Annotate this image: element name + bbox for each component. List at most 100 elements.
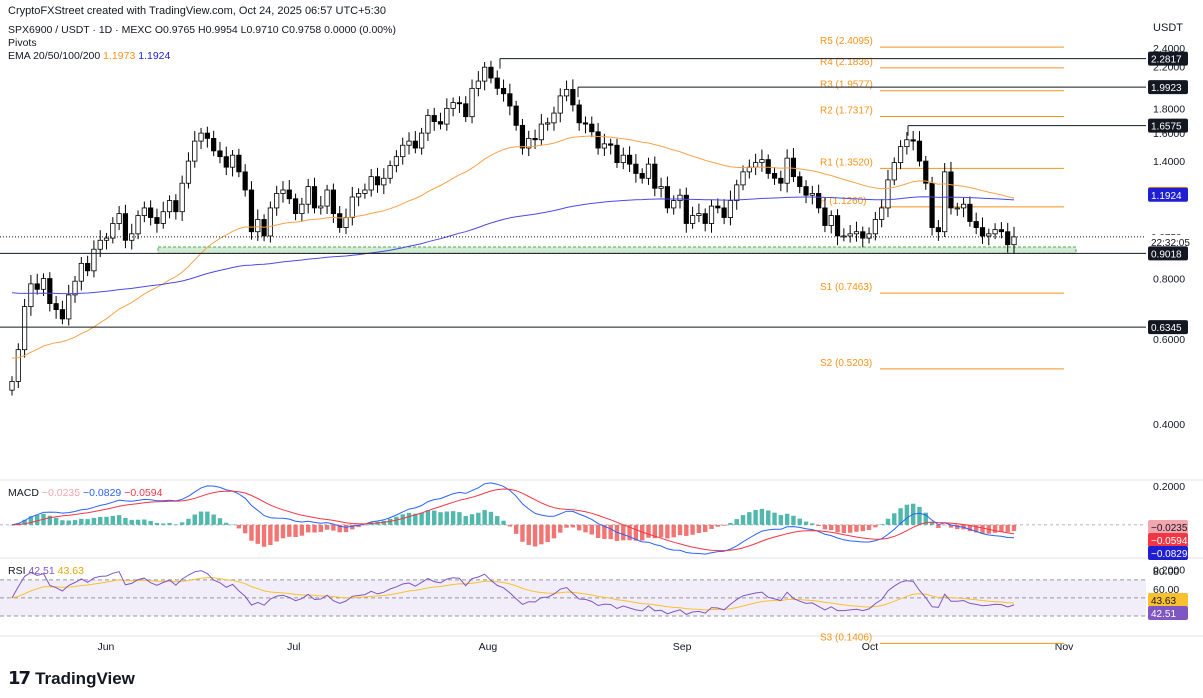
macd-bar	[161, 523, 166, 525]
candle	[563, 89, 570, 97]
macd-bar	[249, 524, 254, 541]
candle	[740, 171, 746, 186]
price-axis-marker: 0.6345	[1151, 323, 1182, 334]
macd-bar	[627, 524, 632, 541]
macd-bar	[482, 510, 487, 525]
macd-bar	[759, 508, 765, 525]
macd-bar	[866, 524, 872, 530]
candle	[179, 182, 185, 213]
candles	[9, 60, 1017, 396]
price-tick-label: 0.2000	[1153, 564, 1185, 576]
candle	[797, 176, 803, 187]
candle	[513, 105, 519, 126]
candle	[116, 213, 122, 224]
macd-bar	[488, 511, 494, 525]
macd-bar	[633, 524, 639, 541]
macd-bar	[564, 524, 569, 528]
candle	[708, 205, 715, 224]
macd-bar	[179, 522, 185, 525]
macd-bar	[236, 524, 242, 529]
candle	[343, 217, 349, 228]
macd-bar	[425, 510, 431, 525]
macd-bar	[312, 524, 317, 533]
macd-bar	[532, 524, 538, 547]
candle	[897, 146, 904, 164]
candle	[66, 294, 72, 320]
candle	[47, 278, 53, 304]
price-tick-label: 1.4000	[1153, 156, 1185, 168]
macd-axis-marker: −0.0235	[1151, 523, 1188, 534]
chart-credit: CryptoFXStreet created with TradingView.…	[8, 5, 386, 17]
candle	[904, 139, 910, 148]
macd-bar	[753, 510, 758, 525]
macd-axis-marker-box	[1148, 520, 1188, 534]
candle	[872, 219, 878, 235]
macd-bar	[457, 512, 462, 525]
macd-bar	[684, 524, 689, 536]
candle	[192, 140, 198, 162]
macd-bar	[936, 524, 941, 528]
candle	[626, 154, 633, 165]
candle	[15, 349, 21, 382]
candle	[570, 89, 576, 106]
candle	[274, 193, 280, 209]
tradingview-name: TradingView	[35, 668, 135, 688]
macd-bar	[570, 524, 576, 528]
candle	[954, 207, 960, 210]
macd-bar	[350, 524, 355, 530]
candle	[122, 213, 129, 241]
macd-bar	[841, 524, 847, 534]
macd-bar	[419, 512, 424, 525]
candle	[595, 131, 601, 149]
candle	[185, 160, 192, 184]
candle	[942, 171, 948, 233]
candle	[374, 176, 381, 186]
candle	[72, 280, 78, 296]
candle	[280, 189, 286, 194]
macd-bar	[135, 519, 141, 525]
macd-bar	[665, 524, 670, 539]
rsi-label: RSI	[8, 565, 26, 577]
macd-bar	[28, 516, 34, 525]
macd-bar	[343, 524, 349, 533]
time-tick-label: Jul	[287, 641, 300, 653]
candle	[198, 132, 204, 142]
candle	[53, 303, 59, 310]
pivot-label: P (1.1260)	[820, 196, 867, 207]
macd-bar	[772, 512, 777, 525]
candle	[683, 194, 689, 224]
macd-bar	[205, 511, 210, 525]
macd-bar	[79, 518, 84, 525]
candle	[129, 233, 135, 241]
macd-bar	[898, 508, 903, 525]
macd-bar	[305, 524, 311, 533]
candle	[419, 132, 425, 149]
time-tick-label: Aug	[479, 641, 498, 653]
candle	[734, 184, 740, 201]
candle	[696, 213, 702, 216]
macd-axis-marker-box	[1148, 533, 1188, 547]
candle	[292, 198, 299, 215]
price-tick-label: 0.8000	[1153, 274, 1185, 286]
candle	[948, 171, 954, 209]
macd-bar	[803, 521, 809, 525]
candle	[431, 115, 437, 123]
candle	[910, 139, 916, 142]
macd-bar	[331, 524, 336, 531]
rsi-line	[11, 570, 1015, 615]
macd-bar	[66, 520, 71, 525]
candle	[778, 177, 784, 184]
macd-bar	[797, 518, 802, 525]
price-axis-marker: 0.9018	[1151, 249, 1182, 260]
candle	[526, 137, 532, 149]
candle	[507, 93, 513, 107]
macd-bar	[822, 524, 828, 530]
macd-line	[11, 482, 1015, 555]
macd-bar	[551, 524, 557, 539]
price-axis-marker-box	[1148, 187, 1188, 202]
macd-bar	[22, 519, 27, 525]
candle	[986, 233, 992, 237]
macd-bar	[583, 524, 588, 533]
candle	[519, 124, 526, 149]
